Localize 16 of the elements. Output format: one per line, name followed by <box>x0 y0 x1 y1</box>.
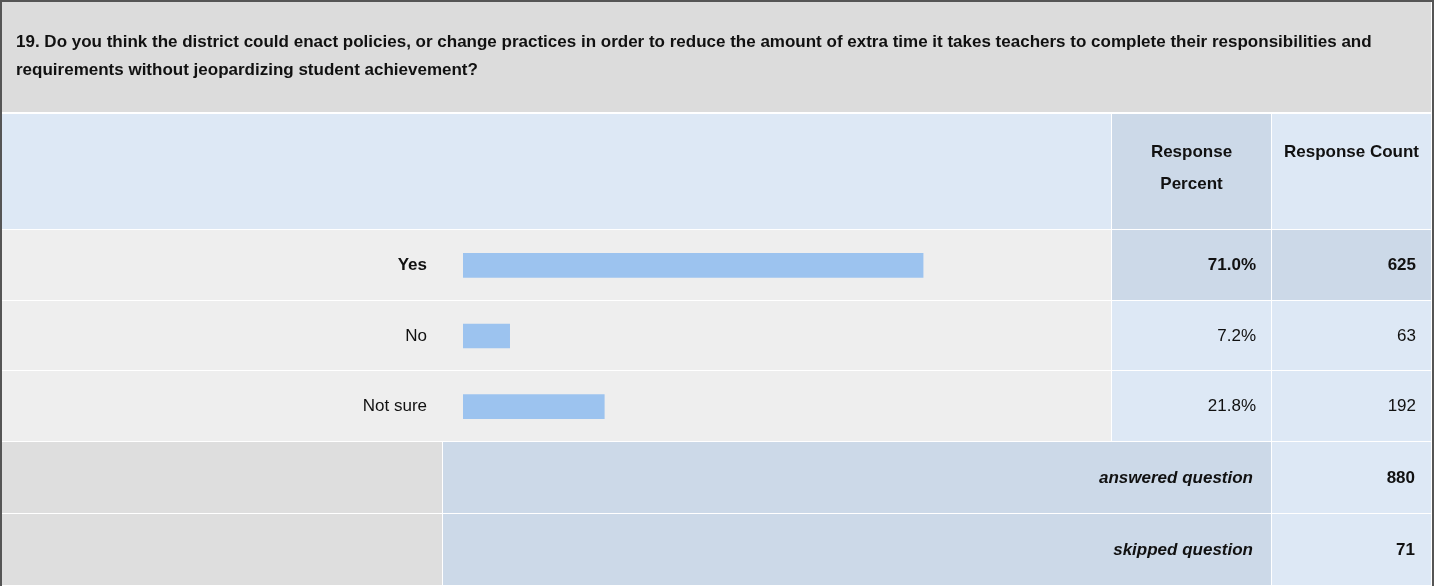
text: answered question <box>1099 468 1253 487</box>
y-tick-label: Yes <box>397 255 427 275</box>
data-label: 21.8% <box>1207 396 1256 416</box>
text: 880 <box>1386 468 1415 487</box>
text: Response Percent <box>1150 142 1233 193</box>
text: 63 <box>1397 325 1416 345</box>
text: Response Count <box>1283 142 1420 161</box>
data-label: 7.2% <box>1217 325 1256 345</box>
y-tick-label: Not sure <box>362 396 427 416</box>
text: 192 <box>1387 396 1416 416</box>
text: 625 <box>1387 255 1416 275</box>
text: skipped question <box>1113 540 1253 559</box>
chart-title: 19. Do you think the district could enact policies, or change practices in order to reduce the amount of extra time it takes teachers to complete their responsibilities and requirements without jeopardizing student achievement? <box>2 2 1432 114</box>
y-tick-label: No <box>405 325 427 345</box>
data-label: 71.0% <box>1207 255 1256 275</box>
text: 71 <box>1396 540 1415 559</box>
